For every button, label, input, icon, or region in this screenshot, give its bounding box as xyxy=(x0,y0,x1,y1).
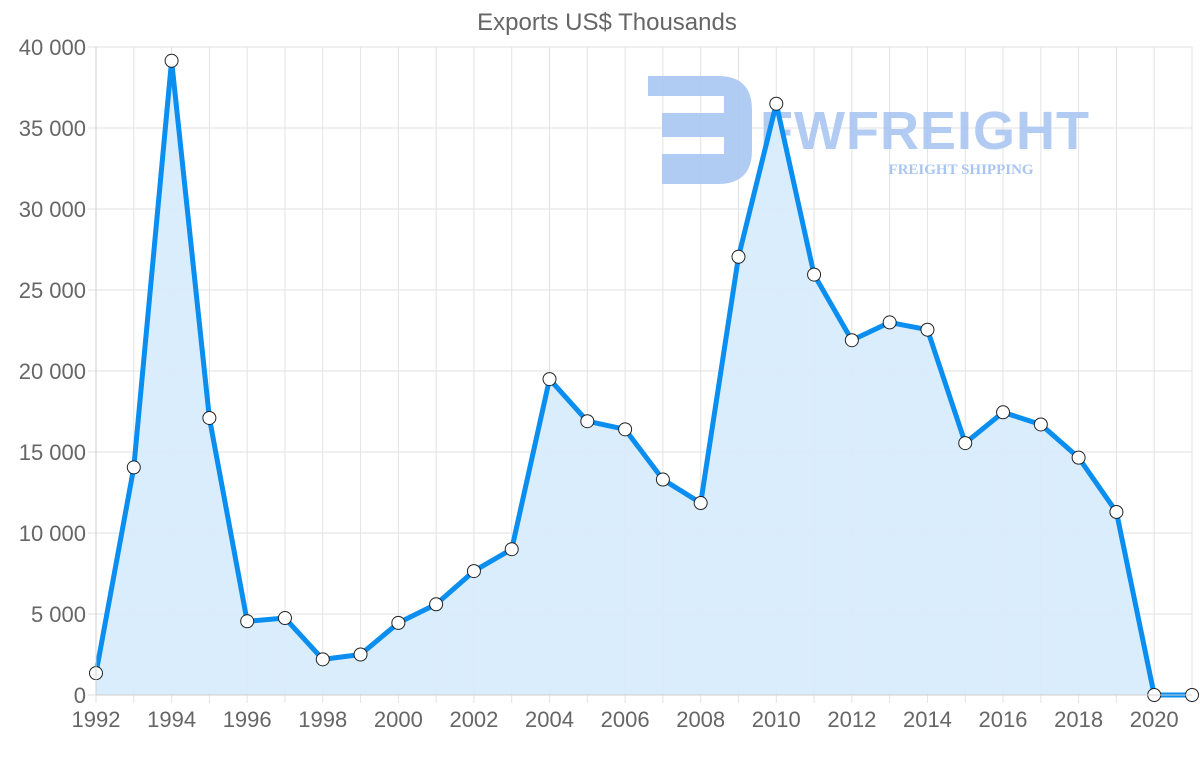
data-point[interactable]: 2019: 11300 xyxy=(1109,504,1124,519)
data-point[interactable]: 2008: 11850 xyxy=(693,496,708,511)
data-point[interactable]: 2011: 25950 xyxy=(807,267,822,282)
data-point[interactable]: 2007: 13300 xyxy=(655,472,670,487)
y-tick-label: 25 000 xyxy=(19,278,86,303)
x-tick-label: 2014 xyxy=(903,707,952,732)
data-point[interactable]: 2013: 23000 xyxy=(882,315,897,330)
x-tick-label: 1996 xyxy=(223,707,272,732)
watermark-brand: FWFREIGHT xyxy=(760,101,1090,161)
chart-title: Exports US$ Thousands xyxy=(477,9,737,36)
data-point[interactable]: 2003: 9000 xyxy=(504,542,519,557)
x-tick-label: 2016 xyxy=(979,707,1028,732)
logo-mark-icon xyxy=(648,76,752,184)
x-tick-label: 2020 xyxy=(1130,707,1179,732)
watermark-logo: FWFREIGHT FREIGHT SHIPPING xyxy=(648,76,1090,184)
x-tick-label: 1992 xyxy=(72,707,121,732)
y-tick-label: 5 000 xyxy=(31,602,86,627)
data-point[interactable]: 2014: 22550 xyxy=(920,322,935,337)
y-tick-label: 15 000 xyxy=(19,440,86,465)
data-point[interactable]: 1993: 14050 xyxy=(126,460,141,475)
x-tick-label: 2018 xyxy=(1054,707,1103,732)
x-tick-label: 2008 xyxy=(676,707,725,732)
data-point[interactable]: 2009: 27050 xyxy=(731,249,746,264)
x-tick-label: 2006 xyxy=(601,707,650,732)
x-axis: 1992 1994 1996 1998 2000 2002 2004 2006 2008 2010… xyxy=(72,694,1192,732)
y-tick-label: 35 000 xyxy=(19,116,86,141)
area-fill xyxy=(96,60,1192,695)
data-point[interactable]: 1994: 39150 xyxy=(164,53,179,68)
watermark-tagline: FREIGHT SHIPPING xyxy=(888,162,1033,178)
data-point[interactable]: 2015: 15550 xyxy=(958,436,973,451)
data-point[interactable]: 2005: 16900 xyxy=(580,414,595,429)
y-tick-label: 10 000 xyxy=(19,521,86,546)
data-point[interactable]: 2006: 16400 xyxy=(618,422,633,437)
data-points: 1992: 13501993: 140501994: 391501995: 17… xyxy=(89,53,1199,702)
data-point[interactable]: 1997: 4750 xyxy=(277,611,292,626)
y-axis: 0 5 000 10 000 15 000 20 000 25 000 30 000 35 0… xyxy=(19,35,97,708)
data-point[interactable]: 2016: 17450 xyxy=(996,405,1011,420)
x-tick-label: 2002 xyxy=(449,707,498,732)
x-tick-label: 2012 xyxy=(827,707,876,732)
data-point[interactable]: 1996: 4550 xyxy=(240,614,255,629)
x-tick-label: 1994 xyxy=(147,707,196,732)
data-point[interactable]: 2004: 19500 xyxy=(542,372,557,387)
x-tick-label: 1998 xyxy=(298,707,347,732)
y-tick-label: 20 000 xyxy=(19,359,86,384)
x-tick-label: 2000 xyxy=(374,707,423,732)
x-tick-label: 2004 xyxy=(525,707,574,732)
data-point[interactable]: 2010: 36500 xyxy=(769,96,784,111)
area-path xyxy=(96,60,1192,695)
data-point[interactable]: 2001: 5600 xyxy=(429,597,444,612)
y-tick-label: 30 000 xyxy=(19,197,86,222)
data-point[interactable]: 2012: 21900 xyxy=(844,333,859,348)
data-point[interactable]: 2017: 16700 xyxy=(1033,417,1048,432)
data-point[interactable]: 2018: 14650 xyxy=(1071,450,1086,465)
data-point[interactable]: 2000: 4450 xyxy=(391,615,406,630)
data-point[interactable]: 2002: 7650 xyxy=(466,564,481,579)
data-point[interactable]: 1995: 17100 xyxy=(202,410,217,425)
y-tick-label: 40 000 xyxy=(19,35,86,60)
x-tick-label: 2010 xyxy=(752,707,801,732)
y-tick-label: 0 xyxy=(74,683,86,708)
